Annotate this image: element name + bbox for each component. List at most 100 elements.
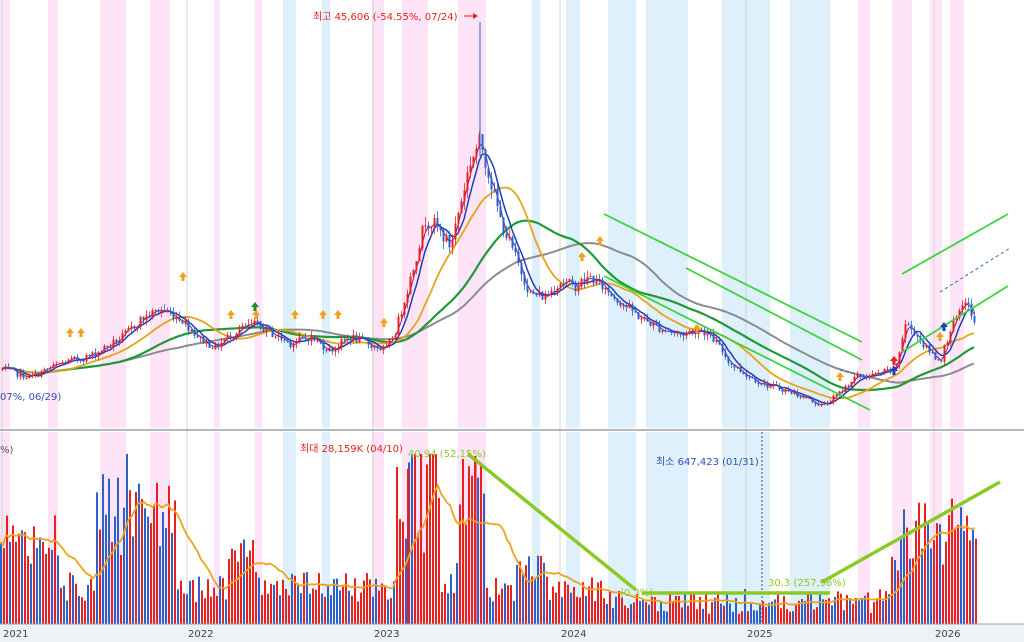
volume-bars — [0, 454, 977, 624]
volume-bar — [267, 593, 269, 624]
volume-bar — [102, 474, 104, 624]
volume-bar — [159, 546, 161, 624]
volume-bar — [498, 594, 500, 624]
volume-bar — [678, 595, 680, 624]
ma-240-line — [1, 242, 975, 384]
candle-body — [37, 372, 40, 377]
volume-bar — [954, 529, 956, 624]
volume-bar — [372, 596, 374, 624]
volume-bar — [891, 556, 893, 624]
candle-body — [256, 320, 259, 322]
candle-body — [466, 172, 469, 191]
volume-bar — [396, 466, 398, 624]
volume-bar — [897, 570, 899, 624]
volume-bar — [651, 596, 653, 624]
candle-body — [481, 134, 484, 150]
volume-bar — [165, 527, 167, 624]
candle-body — [325, 349, 328, 352]
candle-body — [433, 218, 436, 228]
volume-bar — [843, 610, 845, 624]
ma-20-line — [1, 152, 975, 405]
candle-body — [238, 329, 241, 334]
volume-bar — [411, 454, 413, 624]
signal-arrow-icon — [596, 236, 604, 245]
volume-bar — [333, 578, 335, 624]
volume-bar — [483, 493, 485, 624]
price-band — [255, 0, 262, 428]
volume-bar — [75, 583, 77, 624]
volume-bar — [636, 593, 638, 624]
candle-body — [103, 345, 106, 352]
volume-label-b: 30,3 (257,96%) — [768, 578, 846, 589]
candle-body — [973, 316, 976, 323]
volume-bar — [657, 611, 659, 624]
candle-body — [25, 378, 28, 380]
candle-body — [766, 382, 769, 388]
candle-body — [565, 281, 568, 284]
price-band — [532, 0, 540, 428]
volume-bar — [912, 558, 914, 624]
candle-body — [847, 385, 850, 388]
volume-bar — [495, 577, 497, 624]
candle-body — [343, 339, 346, 341]
candle-body — [718, 340, 721, 345]
candle-body — [844, 385, 847, 393]
volume-bar — [615, 596, 617, 624]
high-annotation-arrow-head — [473, 13, 478, 19]
volume-bar — [555, 592, 557, 624]
candle-body — [820, 404, 823, 406]
candle-body — [571, 279, 574, 283]
signal-arrow-icon — [252, 310, 260, 319]
volume-bar — [174, 500, 176, 624]
candle-body — [460, 201, 463, 213]
volume-bar — [24, 532, 26, 624]
candle-body — [592, 275, 595, 284]
x-axis-tick-label: 2022 — [188, 629, 213, 640]
candle-body — [349, 338, 352, 341]
candle-body — [685, 332, 688, 336]
candle-body — [406, 293, 409, 303]
candle-body — [457, 212, 460, 224]
candle-body — [943, 345, 946, 362]
candle-body — [754, 377, 757, 383]
x-axis-tick-label: 2025 — [747, 629, 772, 640]
ma-60-line — [1, 186, 975, 400]
candle-body — [760, 383, 763, 385]
volume-bar — [459, 504, 461, 624]
volume-bar — [243, 539, 245, 624]
volume-bar — [366, 573, 368, 624]
period-bands — [0, 0, 964, 624]
volume-bar — [321, 593, 323, 624]
volume-bar — [471, 475, 473, 624]
volume-bar — [519, 561, 521, 624]
volume-bar — [87, 584, 89, 624]
volume-bar — [279, 595, 281, 624]
volume-bar — [543, 562, 545, 624]
volume-band — [532, 432, 540, 624]
candle-body — [295, 341, 298, 344]
volume-bar — [378, 590, 380, 624]
volume-bar — [219, 576, 221, 624]
volume-bar — [936, 523, 938, 624]
candle-body — [751, 376, 754, 378]
volume-label-a: 40,94 (52,15%) — [408, 449, 486, 460]
candle-body — [739, 367, 742, 372]
volume-bar — [426, 464, 428, 624]
candle-body — [589, 275, 592, 277]
volume-bar — [414, 454, 416, 624]
volume-bar-max — [474, 456, 477, 624]
candle-body — [454, 223, 457, 240]
volume-bar — [318, 573, 320, 624]
volume-bar — [264, 580, 266, 624]
candle-body — [226, 335, 229, 340]
volume-bar — [120, 554, 122, 624]
volume-bar — [858, 600, 860, 624]
volume-bar — [864, 595, 866, 624]
price-band — [322, 0, 330, 428]
candle-body — [970, 303, 973, 317]
volume-bar — [192, 579, 194, 624]
volume-bar — [96, 492, 98, 624]
candle-body — [427, 225, 430, 229]
candle-body — [208, 340, 211, 348]
